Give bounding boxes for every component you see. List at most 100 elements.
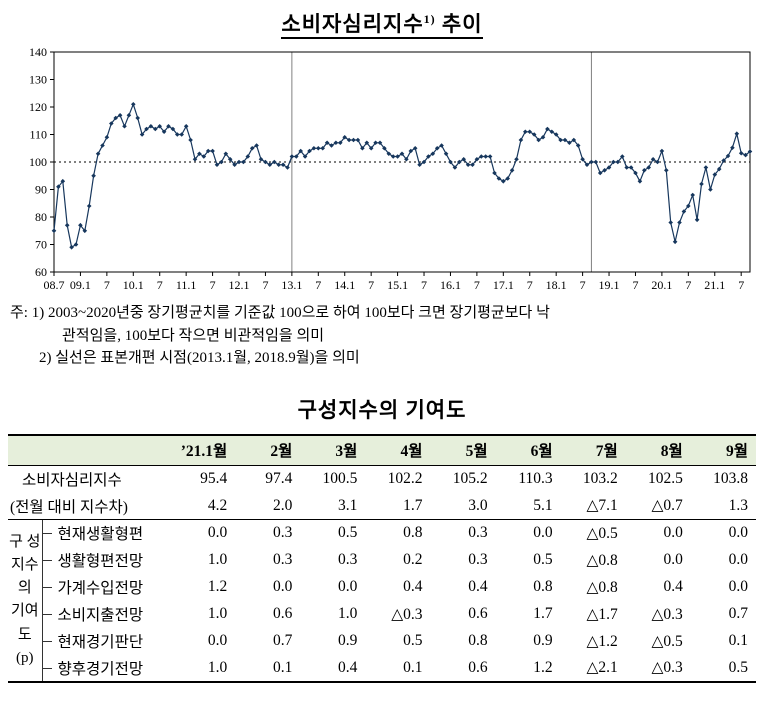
value-cell: 102.5 — [647, 470, 683, 488]
group-label: 구 성 지수의 기여도 (p) — [8, 519, 43, 682]
x-axis-label: 7 — [104, 278, 110, 292]
value-cell: 1.2 — [533, 658, 553, 676]
x-axis-label: 7 — [474, 278, 480, 292]
value-cell: 0.3 — [468, 551, 488, 568]
footnotes: 주: 1) 2003~2020년중 장기평균치를 기준값 100으로 하여 10… — [10, 302, 764, 370]
plot-border — [53, 51, 751, 273]
x-axis-label: 10.1 — [123, 278, 144, 292]
value-cell: 0.0 — [207, 632, 228, 649]
value-cell: 0.9 — [533, 632, 553, 649]
chart-title-underline: 소비자심리지수1) 추이 — [281, 12, 483, 39]
value-cell: 1.3 — [690, 492, 756, 520]
value-cell: 0.1 — [403, 658, 423, 676]
value-cell: 3.0 — [430, 492, 496, 520]
value-cell: 100.5 — [322, 470, 358, 488]
value-cell: 1.7 — [533, 605, 553, 622]
table-title: 구성지수의 기여도 — [297, 397, 467, 422]
value-cell: △0.5 — [651, 632, 683, 650]
sub-row-label: 현재경기판단 — [42, 628, 170, 655]
value-cell: 0.3 — [272, 551, 293, 568]
table-corner — [8, 434, 171, 466]
value-cell: △0.3 — [391, 605, 423, 623]
table-row: (전월 대비 지수차) 4.2 2.0 3.1 1.7 3.0 5.1 △7.1 △0.7 1.3 — [8, 492, 756, 520]
column-header: ’21.1월 — [170, 434, 236, 466]
x-axis-label: 7 — [262, 278, 268, 292]
value-cell: 0.0 — [207, 524, 228, 542]
value-cell: △0.8 — [586, 551, 618, 569]
table-row: 소비지출전망 1.0 0.6 1.0 △0.3 0.6 1.7 △1.7 △0.3 0.7 — [8, 601, 756, 628]
x-axis-label: 08.7 — [44, 278, 65, 292]
table-row: 생활형편전망 1.0 0.3 0.3 0.2 0.3 0.5 △0.8 0.0 0.0 — [8, 547, 756, 574]
value-cell: 1.0 — [338, 605, 358, 622]
value-cell: △0.7 — [625, 492, 691, 520]
value-cell: 0.1 — [728, 632, 748, 649]
footnote-1-line1: 주: 1) 2003~2020년중 장기평균치를 기준값 100으로 하여 10… — [10, 305, 550, 321]
ccsi-series-markers — [51, 102, 753, 250]
x-axis-label: 21.1 — [704, 278, 725, 292]
value-cell: 0.0 — [663, 551, 683, 568]
x-axis-label: 7 — [368, 278, 374, 292]
column-header: 3월 — [300, 434, 366, 466]
chart-title-tail: 추이 — [435, 12, 483, 36]
sub-row-label: 향후경기전망 — [42, 655, 170, 682]
value-cell: 0.9 — [338, 632, 358, 649]
x-axis-label: 7 — [421, 278, 427, 292]
value-cell: 1.0 — [207, 605, 228, 622]
x-axis-label: 09.1 — [70, 278, 91, 292]
value-cell: 0.6 — [468, 605, 488, 622]
value-cell: 4.2 — [170, 492, 236, 520]
value-cell: 0.0 — [338, 578, 358, 595]
x-axis-label: 12.1 — [229, 278, 250, 292]
y-axis-label: 80 — [35, 210, 47, 224]
value-cell: 0.6 — [468, 658, 488, 676]
value-cell: 0.6 — [272, 605, 293, 622]
x-axis-label: 7 — [580, 278, 586, 292]
value-cell: 0.5 — [403, 632, 423, 649]
x-axis-label: 18.1 — [546, 278, 567, 292]
value-cell: 102.2 — [387, 470, 423, 488]
value-cell: 0.8 — [403, 524, 423, 542]
value-cell: 0.8 — [468, 632, 488, 649]
value-cell: 0.5 — [338, 524, 358, 542]
value-cell: 0.0 — [272, 578, 293, 595]
value-cell: △2.1 — [586, 659, 618, 676]
value-cell: 0.4 — [468, 578, 488, 595]
x-axis-label: 7 — [632, 278, 638, 292]
sub-row-label: 생활형편전망 — [42, 547, 170, 574]
value-cell: 0.5 — [728, 658, 748, 676]
y-axis-label: 110 — [29, 128, 47, 142]
x-axis-label: 7 — [315, 278, 321, 292]
value-cell: 0.0 — [728, 551, 748, 568]
x-axis-label: 7 — [157, 278, 163, 292]
x-axis-label: 17.1 — [493, 278, 514, 292]
table-row: 소비자심리지수 95.4 97.4 100.5 102.2 105.2 110.3 103.2… — [8, 466, 756, 493]
value-cell: 0.7 — [272, 632, 293, 649]
table-row: 향후경기전망 1.0 0.1 0.4 0.1 0.6 1.2 △2.1 △0.3 0.5 — [8, 655, 756, 682]
value-cell: 3.1 — [300, 492, 366, 520]
value-cell: △7.1 — [560, 492, 626, 520]
sub-row-label: 소비지출전망 — [42, 601, 170, 628]
value-cell: 0.4 — [403, 578, 423, 595]
contribution-table: ’21.1월 2월 3월 4월 5월 6월 7월 8월 9월 소비자심리지수 95.4 97.4 10… — [8, 433, 756, 683]
column-header: 2월 — [235, 434, 301, 466]
value-cell: △1.2 — [586, 632, 618, 650]
column-header: 6월 — [495, 434, 561, 466]
chart-title-footnote-ref: 1) — [423, 12, 436, 26]
x-axis-label: 16.1 — [440, 278, 461, 292]
value-cell: 1.0 — [207, 551, 228, 568]
table-row: 가계수입전망 1.2 0.0 0.0 0.4 0.4 0.8 △0.8 0.4 0.0 — [8, 574, 756, 601]
value-cell: △1.7 — [586, 605, 618, 623]
value-cell: 0.0 — [533, 524, 553, 542]
x-axis-label: 7 — [685, 278, 691, 292]
y-axis-label: 100 — [29, 155, 47, 169]
value-cell: 0.2 — [403, 551, 423, 568]
chart-title: 소비자심리지수1) 추이 — [0, 8, 764, 39]
value-cell: 0.0 — [663, 524, 683, 542]
x-axis-label: 14.1 — [334, 278, 355, 292]
x-axis-label: 7 — [210, 278, 216, 292]
table-header-row: ’21.1월 2월 3월 4월 5월 6월 7월 8월 9월 — [8, 434, 756, 466]
value-cell: 0.0 — [728, 524, 748, 542]
y-axis-label: 90 — [35, 183, 47, 197]
y-axis-label: 120 — [29, 100, 47, 114]
